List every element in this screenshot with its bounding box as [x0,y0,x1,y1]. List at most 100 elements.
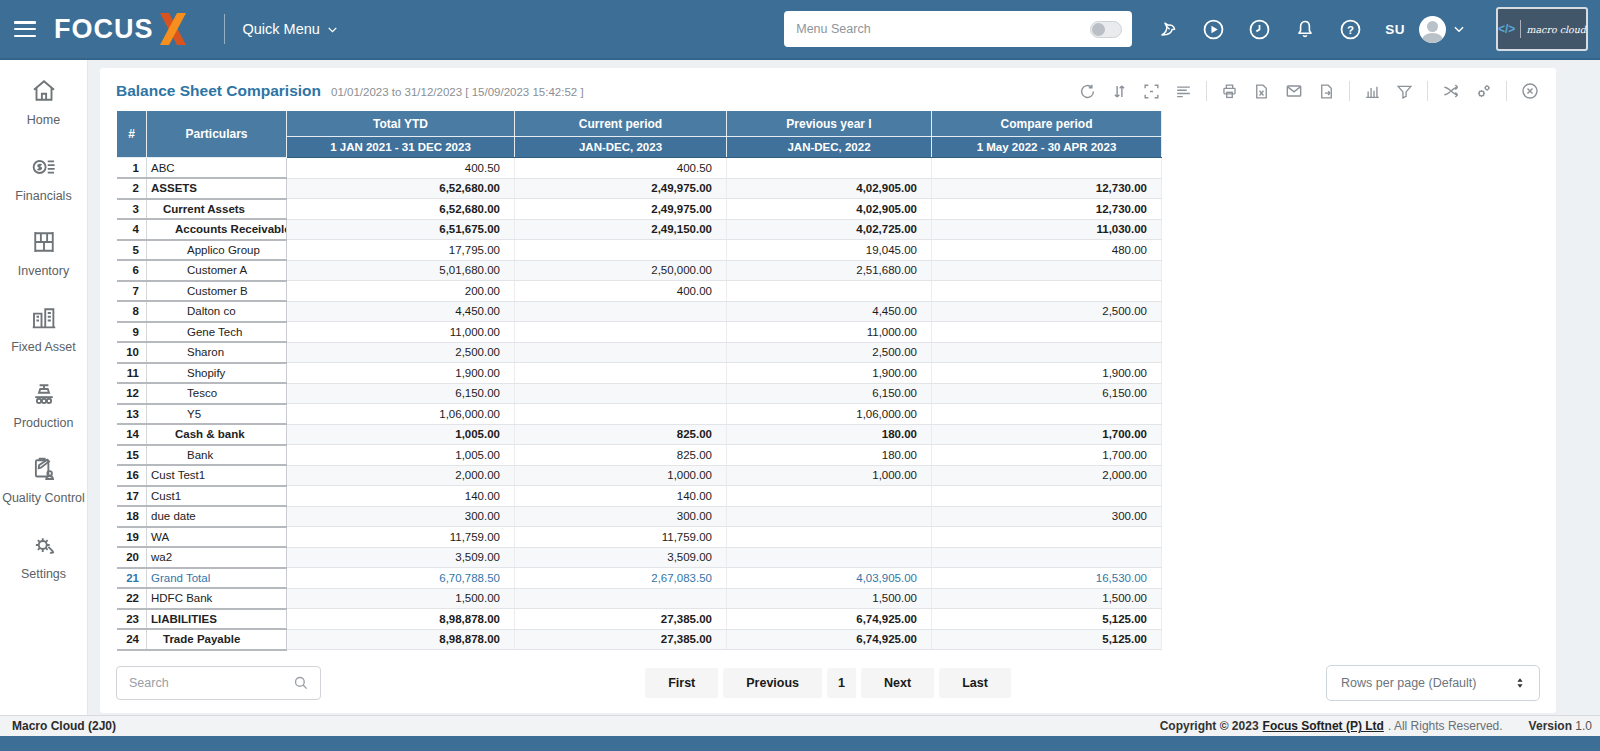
table-row[interactable]: 7Customer B200.00400.00 [117,281,1162,302]
subheader-previous-year[interactable]: JAN-DEC, 2022 [727,137,932,158]
value-cell: 2,000.00 [287,465,515,486]
menu-search-input[interactable] [796,22,1090,36]
table-row[interactable]: 12Tesco6,150.006,150.006,150.00 [117,383,1162,404]
row-number: 4 [117,219,147,240]
avatar[interactable] [1419,16,1446,43]
pagination-first-button[interactable]: First [645,668,718,698]
menu-search-box [784,11,1132,47]
col-header-total-ytd[interactable]: Total YTD [287,111,515,137]
close-icon[interactable] [1520,81,1540,101]
macro-cloud-badge[interactable]: </> macro cloud [1496,7,1588,51]
table-row[interactable]: 6Customer A5,01,680.002,50,000.002,51,68… [117,260,1162,281]
subheader-total-ytd[interactable]: 1 JAN 2021 - 31 DEC 2023 [287,137,515,158]
table-row[interactable]: 23LIABILITIES8,98,878.0027,385.006,74,92… [117,609,1162,630]
email-icon[interactable] [1284,81,1304,101]
subheader-compare-period[interactable]: 1 May 2022 - 30 APR 2023 [932,137,1162,158]
sidebar-item-quality-control[interactable]: Quality Control [0,454,87,507]
table-row[interactable]: 10Sharon2,500.002,500.00 [117,342,1162,363]
col-header-previous-year[interactable]: Previous year I [727,111,932,137]
row-number: 21 [117,568,147,589]
row-number: 20 [117,547,147,568]
pagination-previous-button[interactable]: Previous [723,668,822,698]
table-row[interactable]: 3Current Assets6,52,680.002,49,975.004,0… [117,199,1162,220]
value-cell: 5,125.00 [932,609,1162,630]
pagination-current-page[interactable]: 1 [827,668,856,698]
align-icon[interactable] [1174,82,1193,101]
table-row[interactable]: 11Shopify1,900.001,900.001,900.00 [117,363,1162,384]
help-icon[interactable]: ? [1338,17,1363,42]
sidebar-item-inventory[interactable]: Inventory [0,227,87,280]
table-row[interactable]: 14Cash & bank1,005.00825.00180.001,700.0… [117,424,1162,445]
table-row[interactable]: 22HDFC Bank1,500.001,500.001,500.00 [117,588,1162,609]
value-cell: 180.00 [727,424,932,445]
company-link[interactable]: Focus Softnet (P) Ltd [1263,719,1384,733]
row-number: 22 [117,588,147,609]
table-row[interactable]: 18due date300.00300.00300.00 [117,506,1162,527]
col-header-current-period[interactable]: Current period [515,111,727,137]
table-row[interactable]: 9Gene Tech11,000.0011,000.00 [117,322,1162,343]
value-cell [727,281,932,302]
sidebar-item-home[interactable]: Home [0,76,87,129]
rows-per-page-select[interactable]: Rows per page (Default) [1326,665,1540,701]
table-search-input[interactable] [129,676,292,690]
shuffle-icon[interactable] [1441,81,1461,101]
table-row[interactable]: 15Bank1,005.00825.00180.001,700.00 [117,445,1162,466]
row-number: 6 [117,260,147,281]
table-row[interactable]: 19WA11,759.0011,759.00 [117,527,1162,548]
table-row[interactable]: 8Dalton co4,450.004,450.002,500.00 [117,301,1162,322]
table-row[interactable]: 21Grand Total6,70,788.502,67,083.504,03,… [117,568,1162,589]
col-header-particulars[interactable]: Particulars [147,111,287,158]
print-icon[interactable] [1220,82,1239,101]
user-chevron-down-icon[interactable] [1452,22,1466,36]
value-cell: 400.50 [287,158,515,179]
table-row[interactable]: 17Cust1140.00140.00 [117,486,1162,507]
particulars-cell: ASSETS [147,178,287,199]
bell-icon[interactable] [1293,17,1317,41]
quick-menu-button[interactable]: Quick Menu [243,21,339,37]
row-number: 8 [117,301,147,322]
sidebar-item-settings[interactable]: Settings [0,530,87,583]
table-row[interactable]: 5Applico Group17,795.0019,045.00480.00 [117,240,1162,261]
value-cell: 1,06,000.00 [727,404,932,425]
value-cell: 6,150.00 [287,383,515,404]
table-row[interactable]: 24Trade Payable8,98,878.0027,385.006,74,… [117,629,1162,650]
sort-icon[interactable] [1110,82,1129,101]
particulars-cell: Applico Group [147,240,287,261]
app-logo[interactable]: FOCUS [54,11,190,47]
sidebar-item-financials[interactable]: Financials [0,152,87,205]
sidebar-item-fixed-asset[interactable]: Fixed Asset [0,303,87,356]
settings-gear-icon[interactable] [1474,82,1493,101]
value-cell [515,383,727,404]
value-cell: 4,02,725.00 [727,219,932,240]
search-toggle[interactable] [1090,21,1122,38]
filter-icon[interactable] [1395,82,1414,101]
particulars-cell: Dalton co [147,301,287,322]
col-header-number[interactable]: # [117,111,147,158]
sidebar-item-production[interactable]: Production [0,379,87,432]
value-cell: 4,02,905.00 [727,199,932,220]
table-row[interactable]: 4Accounts Receivable6,51,675.002,49,150.… [117,219,1162,240]
pagination-next-button[interactable]: Next [861,668,934,698]
refresh-icon[interactable] [1078,82,1097,101]
clock-icon[interactable] [1247,17,1272,42]
company-name: Macro Cloud (2J0) [12,719,116,733]
value-cell [515,322,727,343]
expand-icon[interactable] [1142,82,1161,101]
bird-icon[interactable] [1156,17,1180,41]
subheader-current-period[interactable]: JAN-DEC, 2023 [515,137,727,158]
table-row[interactable]: 1ABC400.50400.50 [117,158,1162,179]
value-cell: 1,06,000.00 [287,404,515,425]
table-row[interactable]: 16Cust Test12,000.001,000.001,000.002,00… [117,465,1162,486]
export-icon[interactable] [1317,82,1336,101]
col-header-compare-period[interactable]: Compare period [932,111,1162,137]
table-row[interactable]: 20wa23,509.003,509.00 [117,547,1162,568]
hamburger-icon[interactable] [14,21,36,37]
financials-icon [29,152,59,182]
play-circle-icon[interactable] [1201,17,1226,42]
excel-export-icon[interactable] [1252,82,1271,101]
table-row[interactable]: 13Y51,06,000.001,06,000.00 [117,404,1162,425]
value-cell: 16,530.00 [932,568,1162,589]
chart-icon[interactable] [1363,82,1382,101]
pagination-last-button[interactable]: Last [939,668,1011,698]
table-row[interactable]: 2ASSETS6,52,680.002,49,975.004,02,905.00… [117,178,1162,199]
